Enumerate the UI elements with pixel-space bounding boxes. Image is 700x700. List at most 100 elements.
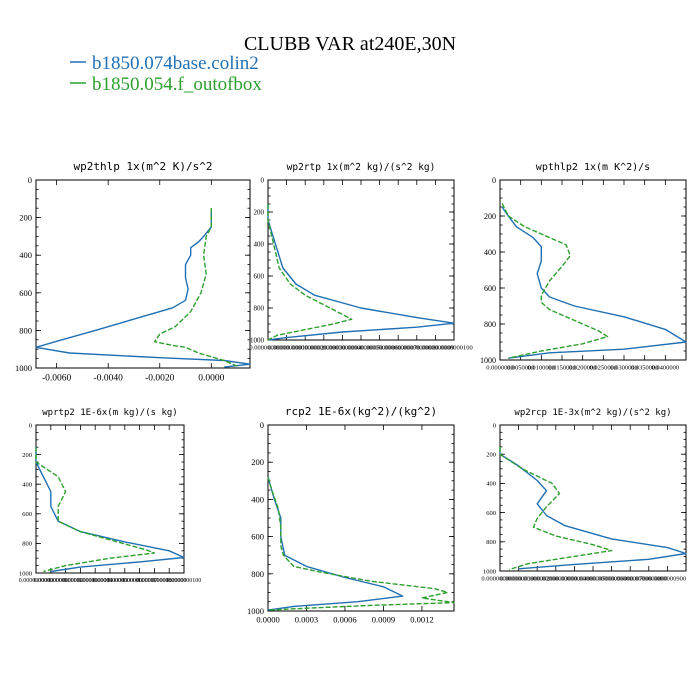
x-tick-label: 0.0350000 [631, 365, 659, 372]
y-tick-label: 600 [254, 272, 265, 280]
y-tick-label: 0 [261, 176, 265, 184]
y-tick-label: 0 [260, 420, 264, 430]
y-tick-label: 200 [251, 457, 264, 467]
x-tick-label: 0.0000000006 [108, 578, 143, 584]
x-tick-label: 0.0000000000 [481, 576, 518, 583]
panel-title: rcp2 1E-6x(kg^2)/(kg^2) [285, 405, 437, 418]
y-tick-label: 1000 [15, 363, 32, 373]
panel-4: wprtp2 1E-6x(m kg)/(s kg) 0 200 400 600 800 10… [19, 408, 202, 584]
y-tick-label: 600 [484, 284, 496, 293]
series-line-outofbox [35, 447, 156, 573]
panel-5: rcp2 1E-6x(kg^2)/(kg^2) 0 200 400 600 800 1000… [247, 405, 455, 625]
y-tick-label: 1000 [247, 606, 264, 616]
x-tick-label: 0.0000000008 [398, 345, 435, 352]
series-line-outofbox [499, 446, 613, 571]
x-tick-label: -0.0060 [42, 374, 72, 384]
x-tick-label: 0.0000000009 [152, 578, 187, 584]
x-tick-label: 0.0000000009 [417, 345, 454, 352]
x-tick-label: 0.0000000000 [249, 345, 286, 352]
y-tick-label: 1000 [483, 568, 496, 575]
x-tick-label: 0.0000000007 [380, 345, 418, 352]
y-tick-label: 600 [251, 532, 264, 542]
y-tick-label: 800 [484, 320, 496, 329]
x-tick-label: 0.0006 [333, 615, 356, 625]
series-line-base [499, 446, 687, 570]
figure-title: CLUBB VAR at240E,30N [244, 33, 456, 55]
x-tick-label: 0.0000000001 [268, 345, 305, 352]
x-tick-label: 0.0000000100 [167, 578, 202, 584]
x-tick-label: 0.0000000100 [500, 576, 537, 583]
series-line-outofbox [267, 476, 455, 611]
panel-3: wpthlp2 1x(m K^2)/s 0 200 400 600 800 10000.00… [480, 162, 687, 372]
x-tick-label: 0.0000000 [486, 365, 514, 372]
panel-6: wp2rcp 1E-3x(m^2 kg)/(s^2 kg) 0 200 400 600 8… [481, 408, 687, 583]
panel-title: wp2rcp 1E-3x(m^2 kg)/(s^2 kg) [514, 408, 671, 418]
x-tick-label: 0.0400000 [652, 365, 680, 372]
x-tick-label: 0.0000000100 [435, 345, 472, 352]
y-tick-label: 800 [251, 569, 264, 579]
y-tick-label: 400 [254, 240, 265, 248]
x-tick-label: 0.0000000005 [93, 578, 128, 584]
panel-grid: wp2thlp 1x(m^2 K)/s^2 0 200 400 600 800 1000 -0… [15, 160, 687, 625]
x-tick-label: 0.0000 [256, 615, 279, 625]
x-tick-label: 0.0000000004 [324, 345, 362, 352]
plot-frame [267, 424, 455, 612]
y-tick-label: 400 [486, 481, 496, 488]
y-tick-label: 800 [22, 541, 32, 548]
panel-2: wp2rtp 1x(m^2 kg)/(s^2 kg) 0 200 400 600 800 1… [249, 162, 472, 352]
x-tick-label: 0.0000000800 [630, 576, 667, 583]
y-tick-label: 1000 [19, 570, 32, 577]
x-tick-label: 0.0150000 [548, 365, 576, 372]
x-tick-label: 0.0009 [372, 615, 395, 625]
panel-title: wpthlp2 1x(m K^2)/s [536, 162, 650, 173]
x-tick-label: 0.0000000700 [612, 576, 649, 583]
y-tick-label: 0 [493, 422, 496, 429]
x-tick-label: 0.0250000 [590, 365, 618, 372]
y-tick-label: 200 [22, 452, 32, 459]
x-tick-label: 0.0000000008 [137, 578, 172, 584]
x-tick-label: 0.0000000900 [649, 576, 686, 583]
x-tick-label: 0.0200000 [569, 365, 597, 372]
y-tick-label: 800 [19, 325, 32, 335]
series-line-base [501, 206, 687, 359]
y-tick-label: 400 [251, 494, 264, 504]
plot-frame [267, 179, 455, 341]
x-tick-label: 0.0000000005 [342, 345, 379, 352]
x-tick-label: 0.0003 [295, 615, 318, 625]
x-tick-label: 0.0012 [410, 615, 433, 625]
plot-frame [499, 424, 687, 572]
y-tick-label: 200 [484, 212, 496, 221]
series-line-outofbox [153, 208, 238, 367]
x-tick-label: 0.0300000 [610, 365, 638, 372]
x-tick-label: 0.0100000 [528, 365, 556, 372]
x-tick-label: 0.0000000007 [122, 578, 157, 584]
y-tick-label: 600 [22, 511, 32, 518]
legend: b1850.074base.colin2 b1850.054.f_outofbo… [70, 53, 262, 95]
plot-frame [35, 424, 185, 574]
y-tick-label: 1000 [480, 356, 496, 365]
plot-frame [499, 179, 687, 361]
x-tick-label: 0.0000000300 [537, 576, 574, 583]
y-tick-label: 0 [492, 176, 496, 185]
panel-1: wp2thlp 1x(m^2 K)/s^2 0 200 400 600 800 1000 -0… [15, 160, 251, 384]
series-line-outofbox [501, 203, 609, 359]
legend-label-outofbox: b1850.054.f_outofbox [92, 74, 262, 95]
x-tick-label: 0.0000000006 [361, 345, 399, 352]
series-line-outofbox [267, 204, 353, 341]
x-tick-label: 0.0000000002 [48, 578, 83, 584]
y-tick-label: 600 [19, 288, 32, 298]
x-tick-label: 0.0000000000 [19, 578, 54, 584]
y-tick-label: 800 [486, 539, 496, 546]
y-tick-label: 400 [22, 481, 32, 488]
x-tick-label: 0.0000000200 [519, 576, 556, 583]
panel-title: wp2thlp 1x(m^2 K)/s^2 [73, 160, 212, 173]
panel-title: wp2rtp 1x(m^2 kg)/(s^2 kg) [287, 162, 436, 173]
y-tick-label: 0 [29, 422, 32, 429]
y-tick-label: 200 [486, 451, 496, 458]
y-tick-label: 400 [484, 248, 496, 257]
y-tick-label: 800 [254, 304, 265, 312]
x-tick-label: -0.0020 [145, 374, 175, 384]
series-line-base [35, 208, 251, 368]
x-tick-label: 0.0000000003 [63, 578, 98, 584]
